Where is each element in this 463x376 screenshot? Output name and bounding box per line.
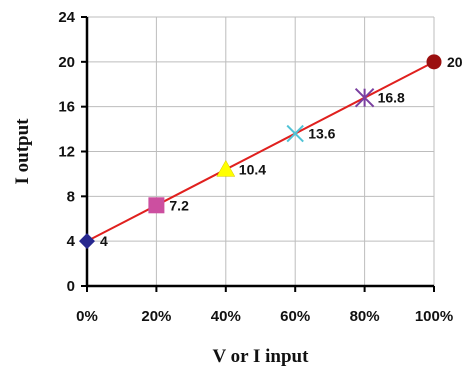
- x-tick-label: 40%: [211, 308, 241, 325]
- y-tick-label: 8: [67, 188, 75, 205]
- circle-marker: [426, 54, 442, 70]
- asterisk-marker: [354, 87, 375, 108]
- diamond-marker: [79, 233, 95, 250]
- x-ticks: 0% 20% 40% 60% 80% 100%: [76, 286, 453, 325]
- y-tick-label: 16: [58, 99, 75, 116]
- y-tick-label: 24: [58, 9, 75, 26]
- square-marker: [148, 197, 165, 214]
- y-ticks: 0 4 8 12 16 20 24: [58, 9, 87, 295]
- y-tick-label: 20: [58, 54, 75, 71]
- y-tick-label: 4: [67, 233, 76, 250]
- x-tick-label: 60%: [280, 308, 310, 325]
- x-marker-stroke: [286, 124, 304, 143]
- y-tick-label: 0: [67, 278, 75, 295]
- data-labels: 4 7.2 10.4 13.6 16.8 20: [100, 54, 463, 249]
- x-tick-label: 20%: [141, 308, 171, 325]
- y-axis-title: I output: [12, 118, 33, 185]
- triangle-marker: [216, 159, 236, 177]
- series-line: [86, 60, 435, 243]
- x-tick-label: 100%: [415, 308, 453, 325]
- data-label: 4: [100, 233, 108, 249]
- data-label: 20: [447, 54, 463, 70]
- data-label: 7.2: [169, 197, 189, 213]
- y-tick-label: 12: [58, 144, 75, 161]
- data-label: 13.6: [308, 126, 335, 142]
- x-axis-title: V or I input: [213, 346, 310, 367]
- data-label: 16.8: [378, 90, 405, 106]
- markers: [79, 54, 442, 250]
- x-tick-label: 0%: [76, 308, 98, 325]
- data-label: 10.4: [239, 161, 266, 177]
- x-marker: [286, 124, 304, 143]
- x-tick-label: 80%: [350, 308, 380, 325]
